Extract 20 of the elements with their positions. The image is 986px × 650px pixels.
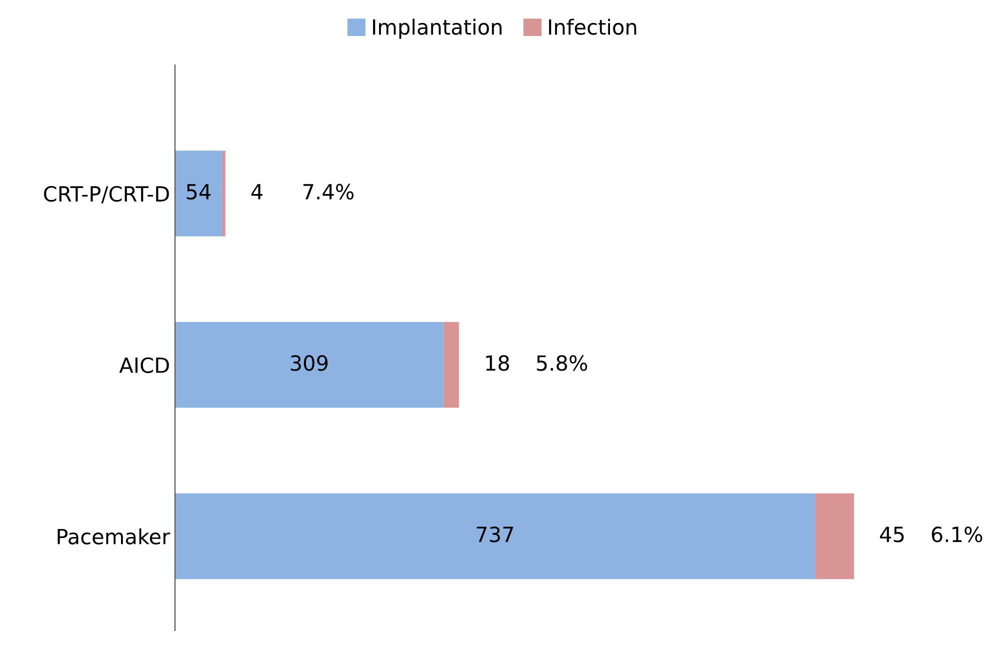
data-label: 4	[251, 184, 262, 200]
data-label: 309	[290, 355, 328, 371]
y-tick-label: AICD	[119, 357, 169, 374]
text: 6.1%	[932, 526, 982, 542]
data-label: 18	[486, 355, 510, 371]
bar	[443, 322, 459, 408]
annotation: 5.8%	[536, 355, 588, 371]
bar	[175, 150, 222, 236]
data-label: 45	[880, 526, 904, 542]
data-label: 54	[186, 184, 211, 200]
y-tick-label: CRT-P/CRT-D	[44, 186, 169, 204]
bar	[814, 493, 854, 580]
y-tick-label: Pacemaker	[58, 528, 170, 544]
legend-label: Infection	[549, 18, 636, 35]
bar	[175, 322, 444, 408]
annotation: 7.4%	[303, 184, 354, 200]
legend-label: Implantation	[373, 18, 502, 39]
data-label: 737	[476, 526, 514, 542]
bar	[175, 493, 815, 580]
bar	[222, 150, 226, 236]
